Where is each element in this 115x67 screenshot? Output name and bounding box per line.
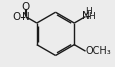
Text: O: O (12, 12, 20, 22)
Text: O: O (21, 2, 29, 12)
Text: N: N (22, 12, 29, 22)
Text: H: H (84, 7, 91, 16)
Text: N: N (81, 11, 89, 21)
Text: H: H (88, 12, 94, 21)
Text: OCH₃: OCH₃ (85, 46, 111, 56)
